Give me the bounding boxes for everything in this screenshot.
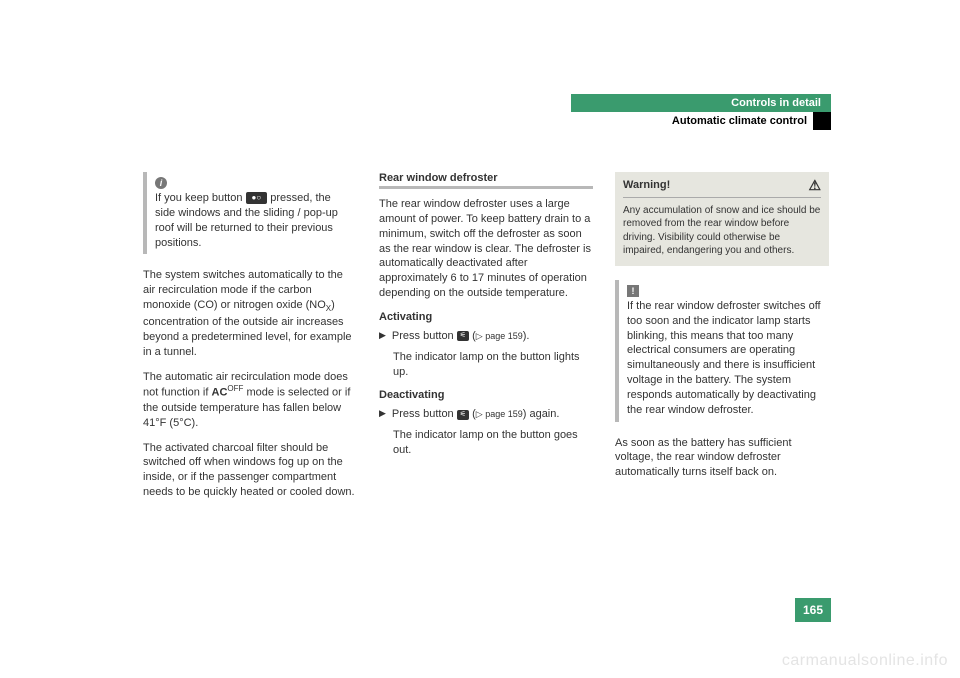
warning-title: Warning! <box>623 178 670 193</box>
step-text: Press button ⚟ (▷ page 159) again. <box>392 407 560 422</box>
warning-triangle-icon: ⚠ <box>808 178 821 192</box>
section-title: Automatic climate control <box>571 115 813 127</box>
page-ref: ▷ page 159 <box>476 409 523 419</box>
page-header: Controls in detail Automatic climate con… <box>571 94 831 132</box>
step-result-on: The indicator lamp on the button lights … <box>393 350 593 380</box>
caution-body: If the rear window defroster switches of… <box>627 300 821 416</box>
defroster-button-icon: ⚟ <box>457 331 469 341</box>
column-3: Warning! ⚠ Any accumulation of snow and … <box>615 172 829 510</box>
caution-note: ! If the rear window defroster switches … <box>615 280 829 422</box>
step-text: Press button ⚟ (▷ page 159). <box>392 329 530 344</box>
manual-page: Controls in detail Automatic climate con… <box>143 94 831 614</box>
content-columns: i If you keep button ●○ pressed, the sid… <box>143 172 831 510</box>
recirculation-button-icon: ●○ <box>246 192 268 204</box>
chapter-title: Controls in detail <box>571 94 831 112</box>
info-icon: i <box>155 177 167 189</box>
heading-rear-defroster: Rear window defroster <box>379 172 593 189</box>
page-number: 165 <box>795 598 831 622</box>
warning-body: Any accumulation of snow and ice should … <box>623 204 821 258</box>
column-2: Rear window defroster The rear window de… <box>379 172 593 510</box>
info-text-a: If you keep button <box>155 192 246 204</box>
warning-box: Warning! ⚠ Any accumulation of snow and … <box>615 172 829 266</box>
step-bullet-icon: ▶ <box>379 329 386 344</box>
column-1: i If you keep button ●○ pressed, the sid… <box>143 172 357 510</box>
exclamation-icon: ! <box>627 285 639 297</box>
paragraph-battery-recover: As soon as the battery has sufficient vo… <box>615 436 829 481</box>
step-bullet-icon: ▶ <box>379 407 386 422</box>
paragraph-defroster-intro: The rear window defroster uses a large a… <box>379 197 593 301</box>
section-row: Automatic climate control <box>571 112 831 130</box>
paragraph-charcoal: The activated charcoal filter should be … <box>143 441 357 500</box>
step-result-off: The indicator lamp on the button goes ou… <box>393 428 593 458</box>
info-note: i If you keep button ●○ pressed, the sid… <box>143 172 357 254</box>
page-ref: ▷ page 159 <box>476 331 523 341</box>
watermark: carmanualsonline.info <box>782 652 948 670</box>
heading-deactivating: Deactivating <box>379 389 593 401</box>
paragraph-recirc: The system switches automatically to the… <box>143 268 357 359</box>
paragraph-acoff: The automatic air recirculation mode doe… <box>143 370 357 431</box>
step-deactivate: ▶ Press button ⚟ (▷ page 159) again. <box>379 407 593 422</box>
section-marker <box>813 112 831 130</box>
warning-header: Warning! ⚠ <box>623 178 821 198</box>
heading-activating: Activating <box>379 311 593 323</box>
step-activate: ▶ Press button ⚟ (▷ page 159). <box>379 329 593 344</box>
defroster-button-icon: ⚟ <box>457 410 469 420</box>
